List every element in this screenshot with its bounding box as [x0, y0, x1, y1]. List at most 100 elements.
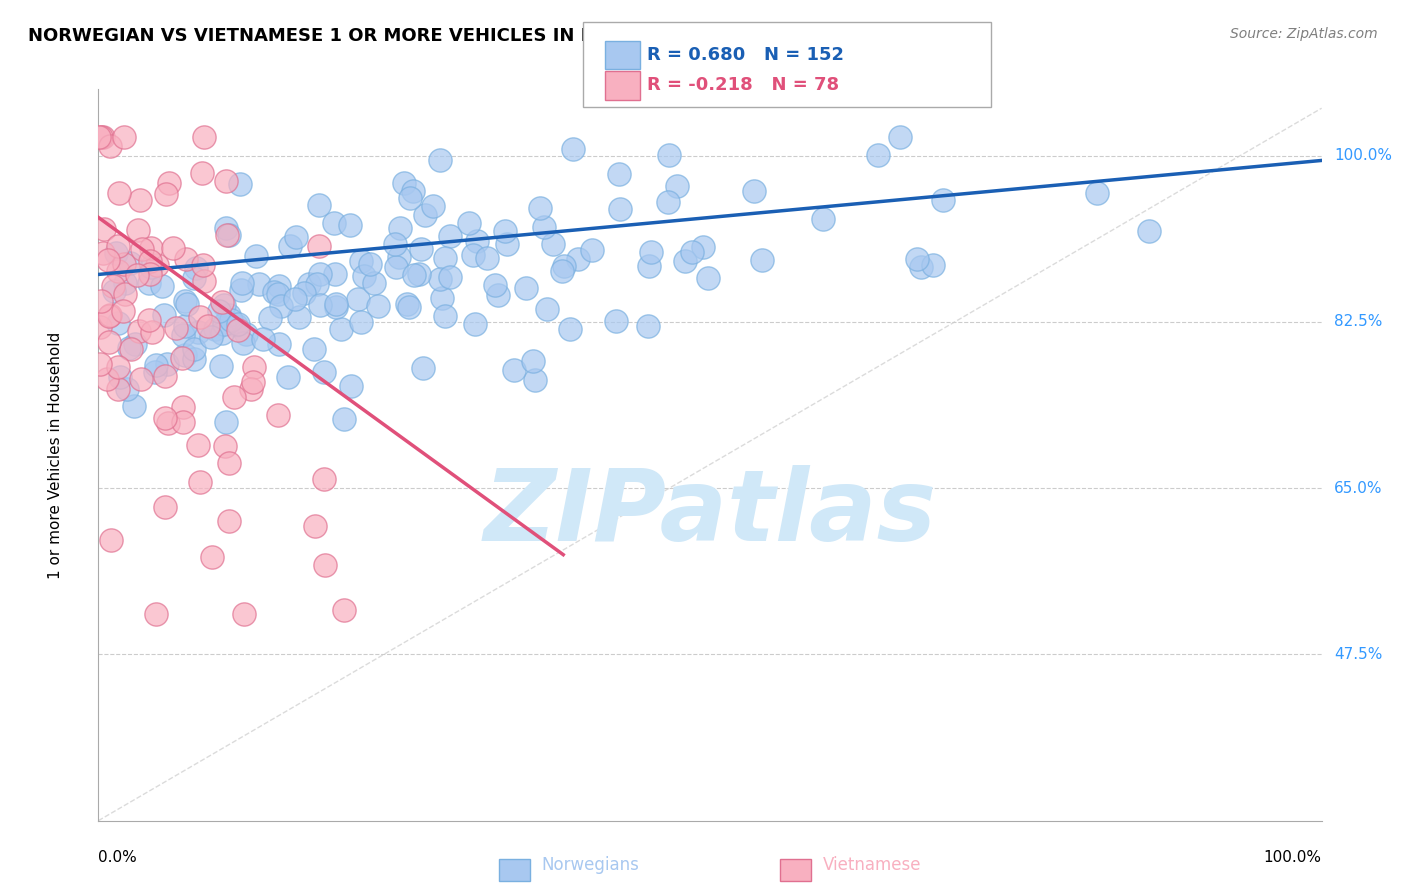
Text: 65.0%: 65.0% [1334, 481, 1382, 496]
Point [665, 179, 688, 194]
Text: R = 0.680   N = 152: R = 0.680 N = 152 [647, 46, 844, 64]
Point [208, 304, 231, 318]
Point [439, 269, 461, 284]
Point [325, 300, 347, 314]
Point [266, 287, 288, 301]
Point [222, 390, 245, 404]
Point [103, 285, 125, 299]
Text: 100.0%: 100.0% [1264, 850, 1322, 865]
Point [270, 299, 292, 313]
Point [89, 319, 111, 334]
Point [541, 236, 564, 251]
Point [141, 326, 163, 340]
Point [124, 337, 146, 351]
Point [339, 219, 361, 233]
Point [172, 415, 194, 429]
Point [215, 174, 238, 188]
Text: 100.0%: 100.0% [1334, 148, 1392, 163]
Point [153, 368, 176, 383]
Point [145, 358, 167, 372]
Point [433, 309, 456, 323]
Point [308, 238, 330, 252]
Point [245, 249, 267, 263]
Point [314, 558, 336, 572]
Point [284, 292, 307, 306]
Point [204, 322, 226, 336]
Point [494, 224, 516, 238]
Point [363, 276, 385, 290]
Point [581, 243, 603, 257]
Point [127, 223, 149, 237]
Point [112, 129, 135, 144]
Point [156, 358, 179, 372]
Point [186, 260, 208, 275]
Point [172, 328, 194, 343]
Point [347, 292, 370, 306]
Point [228, 317, 250, 331]
Point [110, 370, 132, 384]
Point [90, 293, 112, 308]
Point [396, 297, 419, 311]
Point [409, 242, 432, 256]
Point [159, 176, 181, 190]
Point [333, 411, 356, 425]
Point [658, 148, 681, 162]
Point [150, 279, 173, 293]
Point [515, 281, 537, 295]
Point [422, 199, 444, 213]
Point [218, 227, 240, 242]
Point [193, 129, 215, 144]
Point [889, 129, 911, 144]
Point [312, 366, 335, 380]
Point [187, 438, 209, 452]
Point [240, 382, 263, 396]
Point [263, 285, 285, 300]
Point [457, 216, 479, 230]
Point [503, 363, 526, 377]
Point [402, 268, 425, 283]
Point [232, 336, 254, 351]
Point [165, 321, 187, 335]
Point [218, 514, 240, 528]
Point [464, 317, 486, 331]
Point [139, 268, 162, 282]
Point [398, 191, 420, 205]
Point [183, 352, 205, 367]
Point [811, 212, 834, 227]
Point [174, 252, 197, 266]
Point [131, 372, 153, 386]
Point [191, 258, 214, 272]
Point [529, 201, 551, 215]
Point [402, 184, 425, 198]
Point [114, 286, 136, 301]
Point [302, 342, 325, 356]
Point [193, 275, 215, 289]
Point [114, 277, 136, 291]
Point [231, 276, 253, 290]
Point [117, 341, 139, 355]
Point [188, 310, 211, 324]
Point [98, 309, 121, 323]
Point [183, 343, 205, 357]
Point [214, 298, 236, 312]
Point [93, 222, 115, 236]
Text: ZIPatlas: ZIPatlas [484, 465, 936, 562]
Text: R = -0.218   N = 78: R = -0.218 N = 78 [647, 77, 839, 95]
Point [413, 208, 436, 222]
Point [107, 382, 129, 396]
Point [183, 271, 205, 285]
Point [1137, 224, 1160, 238]
Point [153, 500, 176, 515]
Point [232, 607, 254, 621]
Point [430, 291, 453, 305]
Text: 82.5%: 82.5% [1334, 315, 1382, 329]
Point [97, 253, 120, 268]
Point [107, 359, 129, 374]
Point [191, 165, 214, 179]
Point [910, 260, 932, 274]
Point [429, 153, 451, 168]
Point [108, 186, 131, 200]
Point [384, 236, 406, 251]
Point [340, 379, 363, 393]
Point [143, 365, 166, 379]
